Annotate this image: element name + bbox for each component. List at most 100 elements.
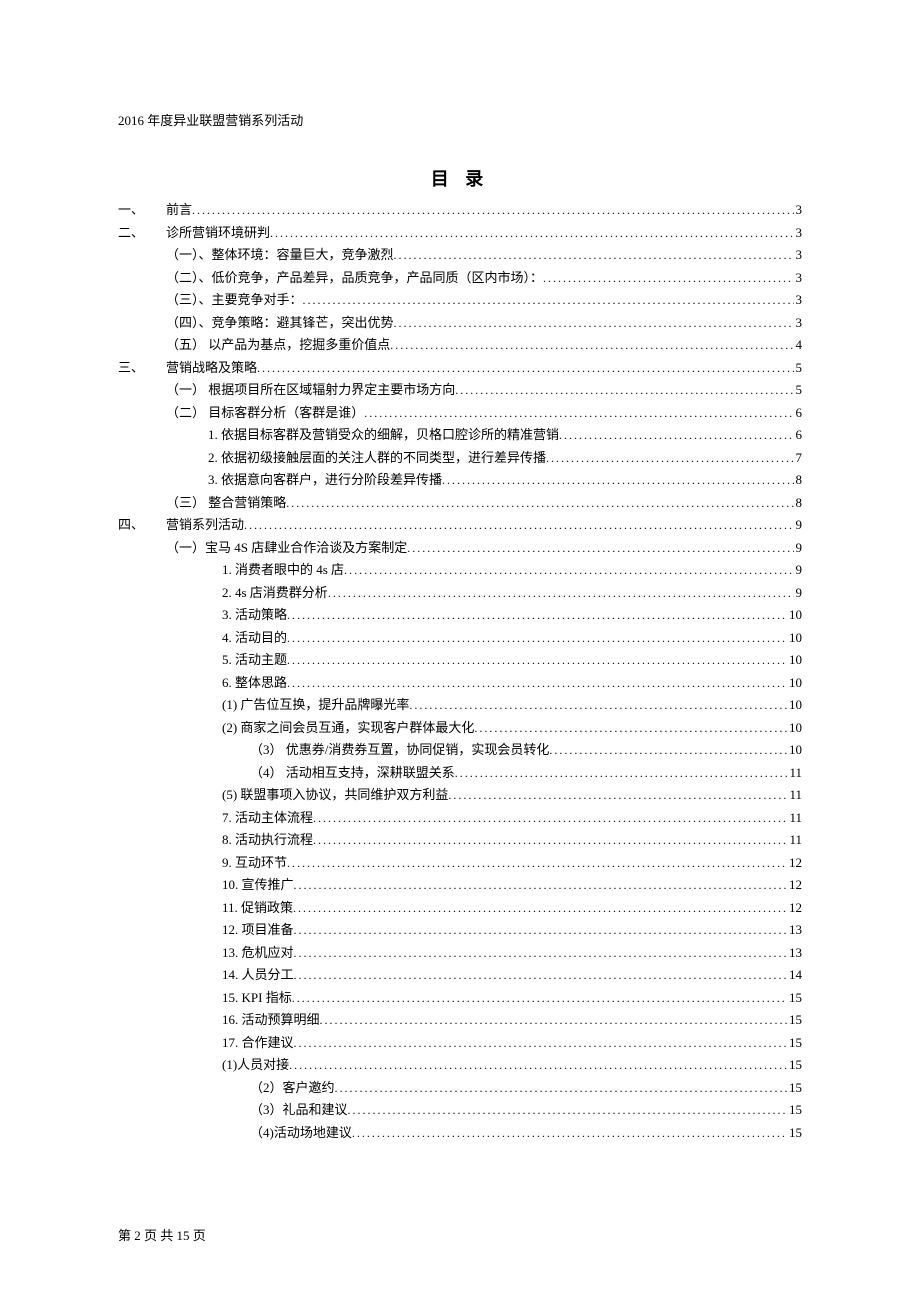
toc-entry: 7. 活动主体流程11 <box>118 811 802 824</box>
toc-entry: (2) 商家之间会员互通，实现客户群体最大化10 <box>118 721 802 734</box>
toc-entry: 二、诊所营销环境研判3 <box>118 226 802 239</box>
toc-entry: （四）、竞争策略：避其锋芒，突出优势3 <box>118 316 802 329</box>
toc-entry: （4)活动场地建议15 <box>118 1126 802 1139</box>
page-footer: 第 2 页 共 15 页 <box>118 1225 206 1244</box>
toc-leader-dots <box>328 587 794 599</box>
toc-leader-dots <box>293 902 787 914</box>
toc-entry-text: 12. 项目准备 <box>118 923 294 936</box>
toc-leader-dots <box>294 947 787 959</box>
toc-leader-dots <box>364 407 793 419</box>
toc-page-number: 3 <box>794 316 803 329</box>
toc-entry-text: （4)活动场地建议 <box>118 1126 352 1139</box>
toc-entry-text: 4. 活动目的 <box>118 631 287 644</box>
toc-entry: （3）礼品和建议15 <box>118 1103 802 1116</box>
toc-page-number: 13 <box>787 946 802 959</box>
toc-entry: 6. 整体思路10 <box>118 676 802 689</box>
toc-page-number: 9 <box>794 541 803 554</box>
toc-entry-text: （3）礼品和建议 <box>118 1103 348 1116</box>
toc-page-number: 9 <box>794 563 803 576</box>
toc-entry: （一）宝马 4S 店肆业合作洽谈及方案制定9 <box>118 541 802 554</box>
toc-entry-text: （二）、低价竞争，产品差异，品质竞争，产品同质（区内市场）： <box>118 271 543 284</box>
toc-page-number: 15 <box>787 1036 802 1049</box>
toc-entry: 5. 活动主题 10 <box>118 653 802 666</box>
toc-leader-dots <box>546 452 793 464</box>
toc-entry: (5) 联盟事项入协议，共同维护双方利益11 <box>118 788 802 801</box>
toc-page-number: 9 <box>794 586 803 599</box>
toc-entry-text: (1) 广告位互换，提升品牌曝光率 <box>118 698 409 711</box>
toc-entry: 四、营销系列活动 9 <box>118 518 802 531</box>
toc-leader-dots <box>559 429 793 441</box>
toc-entry-text: 13. 危机应对 <box>118 946 294 959</box>
toc-entry-text: 8. 活动执行流程 <box>118 833 313 846</box>
toc-entry: 1. 依据目标客群及营销受众的细解，贝格口腔诊所的精准营销 6 <box>118 428 802 441</box>
toc-page-number: 6 <box>794 406 803 419</box>
toc-entry: （3） 优惠券/消费券互置，协同促销，实现会员转化 10 <box>118 743 802 756</box>
toc-page-number: 10 <box>787 698 802 711</box>
toc-entry: 10. 宣传推广12 <box>118 878 802 891</box>
toc-page-number: 7 <box>794 451 803 464</box>
toc-entry: (1) 广告位互换，提升品牌曝光率 10 <box>118 698 802 711</box>
toc-entry: （五） 以产品为基点，挖掘多重价值点 4 <box>118 338 802 351</box>
toc-page-number: 3 <box>794 293 803 306</box>
toc-entry-text: （4） 活动相互支持，深耕联盟关系 <box>118 766 455 779</box>
toc-leader-dots <box>294 969 787 981</box>
toc-page-number: 11 <box>787 811 802 824</box>
toc-entry: 13. 危机应对 13 <box>118 946 802 959</box>
toc-entry: 1. 消费者眼中的 4s 店9 <box>118 563 802 576</box>
toc-entry: （2）客户邀约15 <box>118 1081 802 1094</box>
toc-page-number: 6 <box>794 428 803 441</box>
toc-entry: 11. 促销政策12 <box>118 901 802 914</box>
toc-page-number: 9 <box>794 518 803 531</box>
toc-leader-dots <box>287 677 787 689</box>
toc-entry-text: 9. 互动环节 <box>118 856 287 869</box>
toc-entry-text: （3） 优惠券/消费券互置，协同促销，实现会员转化 <box>118 743 549 756</box>
toc-page-number: 3 <box>794 271 803 284</box>
toc-leader-dots <box>448 789 787 801</box>
toc-entry-text: （2）客户邀约 <box>118 1081 335 1094</box>
toc-entry: 4. 活动目的10 <box>118 631 802 644</box>
toc-leader-dots <box>313 834 787 846</box>
toc-entry-text: （一） 根据项目所在区域辐射力界定主要市场方向 <box>118 383 455 396</box>
toc-leader-dots <box>287 654 787 666</box>
toc-leader-dots <box>390 339 793 351</box>
toc-entry: 12. 项目准备13 <box>118 923 802 936</box>
toc-entry-text: 3. 活动策略 <box>118 608 287 621</box>
toc-page-number: 11 <box>787 788 802 801</box>
toc-page-number: 14 <box>787 968 802 981</box>
toc-entry: （一） 根据项目所在区域辐射力界定主要市场方向5 <box>118 383 802 396</box>
toc-entry-text: 1. 依据目标客群及营销受众的细解，贝格口腔诊所的精准营销 <box>118 428 559 441</box>
toc-entry-text: （三）、主要竞争对手： <box>118 293 303 306</box>
toc-entry: （4） 活动相互支持，深耕联盟关系11 <box>118 766 802 779</box>
toc-entry-text: 3. 依据意向客群户，进行分阶段差异传播 <box>118 473 442 486</box>
toc-page-number: 10 <box>787 653 802 666</box>
toc-leader-dots <box>474 722 787 734</box>
toc-page-number: 4 <box>794 338 803 351</box>
toc-page-number: 10 <box>787 743 802 756</box>
document-page: 2016 年度异业联盟营销系列活动 目 录 一、前言3二、诊所营销环境研判3（一… <box>0 0 920 1139</box>
toc-entry-text: （五） 以产品为基点，挖掘多重价值点 <box>118 338 390 351</box>
toc-entry-text: 5. 活动主题 <box>118 653 287 666</box>
toc-leader-dots <box>442 474 793 486</box>
toc-leader-dots <box>286 497 793 509</box>
toc-leader-dots <box>352 1127 787 1139</box>
toc-entry: 14. 人员分工14 <box>118 968 802 981</box>
toc-leader-dots <box>294 879 787 891</box>
toc-leader-dots <box>287 857 787 869</box>
toc-page-number: 12 <box>787 856 802 869</box>
toc-page-number: 15 <box>787 1013 802 1026</box>
toc-entry-text: 二、诊所营销环境研判 <box>118 226 270 239</box>
toc-leader-dots <box>348 1104 787 1116</box>
toc-leader-dots <box>294 1037 787 1049</box>
toc-entry-text: 10. 宣传推广 <box>118 878 294 891</box>
toc-entry: 2. 依据初级接触层面的关注人群的不同类型，进行差异传播7 <box>118 451 802 464</box>
toc-entry: 17. 合作建议15 <box>118 1036 802 1049</box>
toc-leader-dots <box>320 1014 787 1026</box>
toc-entry-text: 11. 促销政策 <box>118 901 293 914</box>
toc-page-number: 15 <box>787 991 802 1004</box>
toc-entry: 9. 互动环节 12 <box>118 856 802 869</box>
toc-page-number: 5 <box>794 361 803 374</box>
toc-page-number: 3 <box>794 203 803 216</box>
toc-page-number: 8 <box>794 473 803 486</box>
toc-entry-text: 四、营销系列活动 <box>118 518 244 531</box>
toc-leader-dots <box>455 767 788 779</box>
